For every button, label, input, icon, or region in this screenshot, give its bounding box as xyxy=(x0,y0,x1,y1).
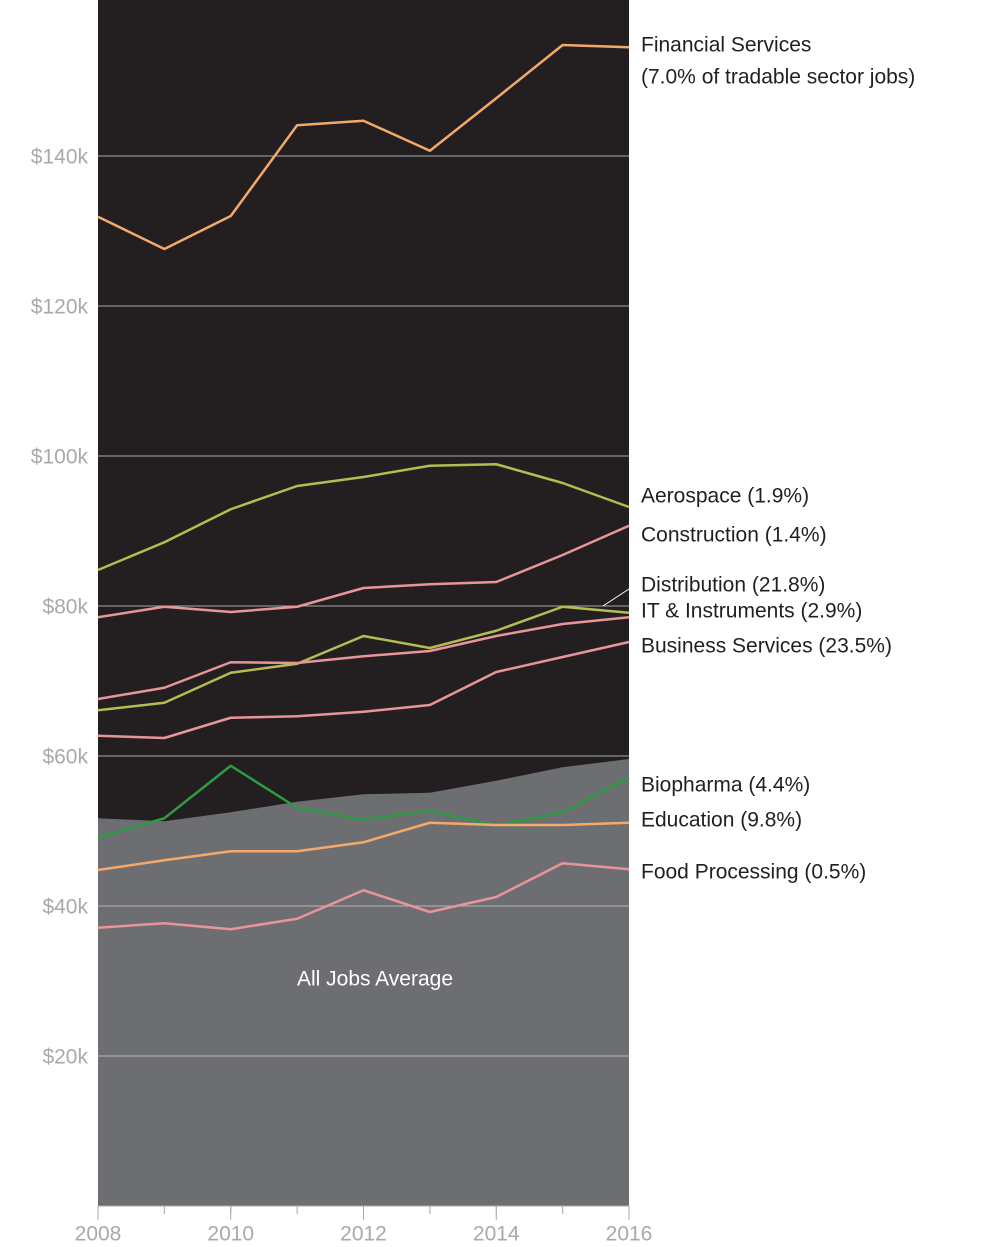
line xyxy=(97,821,630,872)
line xyxy=(97,640,630,740)
series-label: IT & Instruments (2.9%) xyxy=(641,600,862,623)
y-tick-label: $40k xyxy=(42,896,88,919)
line xyxy=(97,43,630,251)
x-tick-label: 2012 xyxy=(340,1223,387,1246)
series-label: Business Services (23.5%) xyxy=(641,635,892,658)
line xyxy=(97,524,630,619)
y-tick-label: $60k xyxy=(42,746,88,769)
line xyxy=(97,764,630,839)
series-note: (7.0% of tradable sector jobs) xyxy=(641,66,915,89)
line xyxy=(97,616,630,701)
line xyxy=(97,463,630,572)
series-label: Construction (1.4%) xyxy=(641,524,827,547)
x-tick-label: 2010 xyxy=(207,1223,254,1246)
y-tick-label: $140k xyxy=(31,146,89,169)
series-label: Distribution (21.8%) xyxy=(641,574,825,597)
series-label: Biopharma (4.4%) xyxy=(641,774,810,797)
x-tick-label: 2014 xyxy=(473,1223,520,1246)
y-tick-label: $80k xyxy=(42,596,88,619)
y-tick-label: $100k xyxy=(31,446,89,469)
x-tick-label: 2008 xyxy=(75,1223,122,1246)
series-label: Food Processing (0.5%) xyxy=(641,861,866,884)
line xyxy=(97,605,630,712)
y-tick-label: $120k xyxy=(31,296,89,319)
series-label: Financial Services xyxy=(641,34,811,57)
x-tick-label: 2016 xyxy=(606,1223,653,1246)
y-tick-label: $20k xyxy=(42,1046,88,1069)
series-label: Education (9.8%) xyxy=(641,809,802,832)
area-label: All Jobs Average xyxy=(297,968,453,991)
area xyxy=(98,759,629,1206)
leader-line xyxy=(602,588,630,607)
line xyxy=(97,862,630,931)
series-label: Aerospace (1.9%) xyxy=(641,485,809,508)
